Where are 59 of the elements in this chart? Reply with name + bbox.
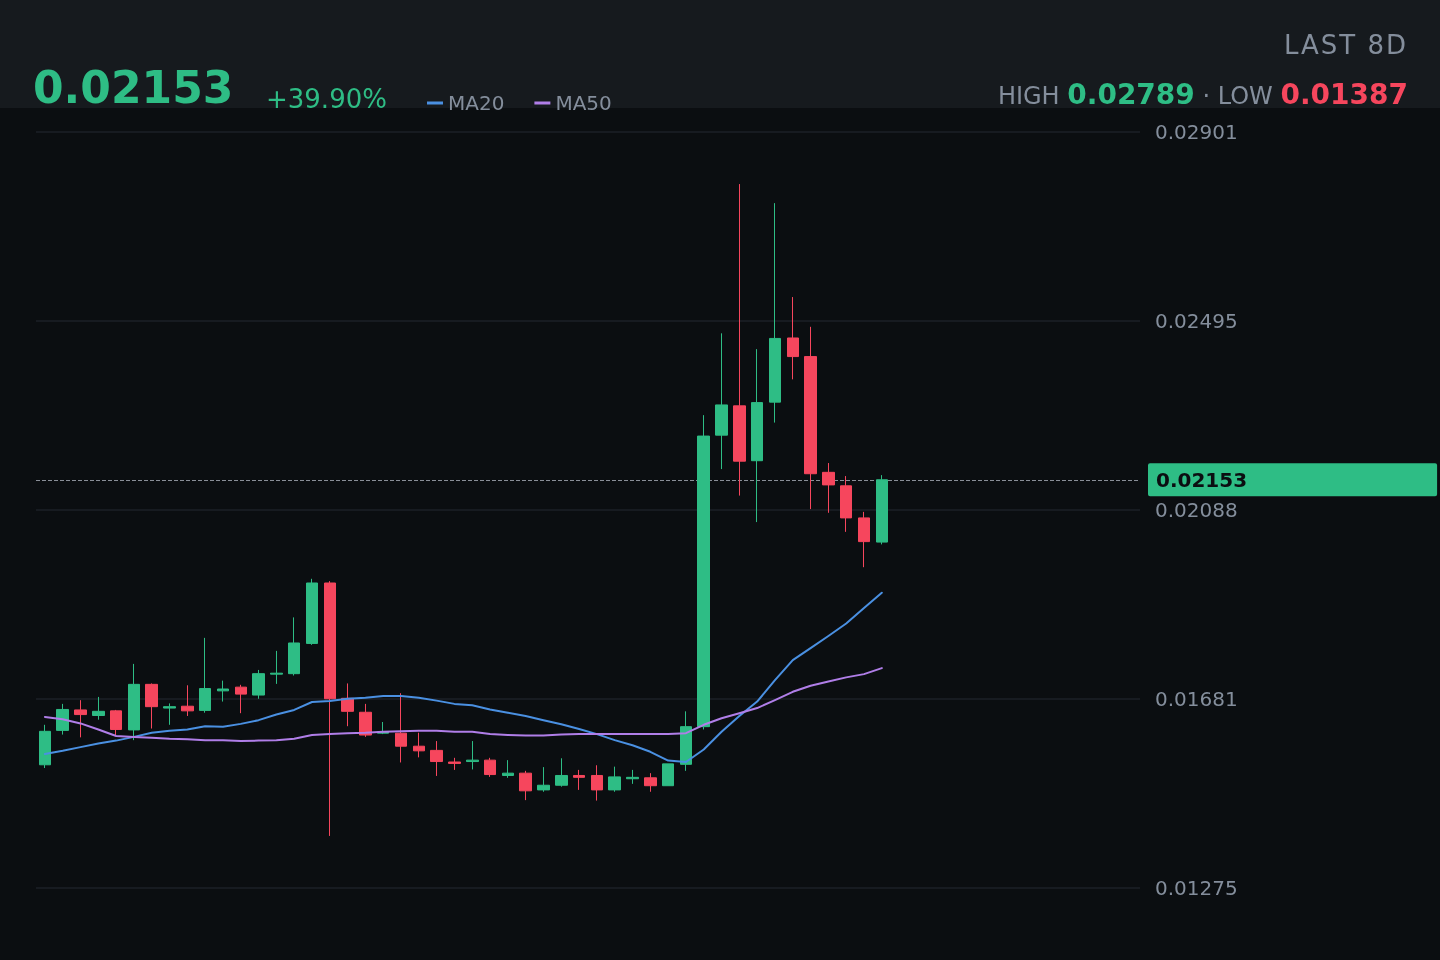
candlestick — [751, 348, 763, 523]
candlestick — [697, 414, 710, 730]
candlestick — [181, 684, 194, 717]
candlestick — [145, 682, 158, 730]
candlestick — [555, 757, 568, 788]
candlestick — [217, 680, 229, 703]
candlestick — [591, 764, 603, 802]
candlestick — [608, 766, 621, 793]
candlestick — [395, 692, 407, 763]
y-tick-label: 0.01681 — [1155, 687, 1238, 712]
y-tick-label: 0.02901 — [1155, 120, 1238, 144]
candlestick — [39, 724, 51, 769]
candlestick — [787, 296, 799, 380]
candlestick — [502, 759, 514, 779]
text: LAST 8D — [1283, 30, 1408, 60]
candlestick — [199, 637, 211, 714]
candlestick — [519, 770, 532, 801]
text: HIGH 0.02789 · LOW 0.01387 — [997, 78, 1408, 111]
candlestick — [662, 763, 674, 787]
line-series — [43, 667, 883, 743]
candlestick — [626, 769, 639, 785]
candlestick — [822, 462, 835, 514]
candlestick — [858, 511, 870, 568]
candlestick — [306, 578, 318, 646]
candlestick — [484, 757, 496, 778]
legend-label: MA50 — [555, 91, 612, 115]
line-series — [43, 591, 883, 763]
candlestick — [252, 669, 265, 700]
candlestick — [110, 709, 122, 736]
candlestick — [733, 183, 746, 497]
candlestick — [537, 766, 550, 793]
candlestick — [288, 616, 300, 677]
candlestick — [92, 696, 105, 721]
candlestick — [430, 740, 443, 777]
candlestick — [163, 702, 176, 726]
candlestick — [876, 474, 888, 545]
candlestick — [840, 475, 852, 533]
candlestick — [235, 684, 247, 714]
candlestick — [128, 663, 140, 741]
candlestick — [56, 703, 69, 736]
candlestick — [413, 732, 425, 758]
candlestick — [270, 650, 283, 685]
legend-label: MA20 — [448, 91, 505, 115]
y-tick-label: 0.02088 — [1155, 498, 1238, 522]
candlestick — [466, 740, 479, 770]
candlestick — [769, 202, 781, 424]
text: +39.90% — [266, 84, 387, 114]
ref-line-label: 0.02153 — [1156, 467, 1248, 492]
candlestick — [573, 769, 585, 791]
candlestick — [804, 326, 817, 510]
candlestick — [644, 772, 657, 793]
candlestick — [448, 757, 461, 771]
y-tick-label: 0.02495 — [1155, 308, 1238, 333]
candlestick — [74, 699, 87, 738]
candlestick — [324, 580, 336, 837]
candlestick — [715, 332, 728, 470]
candlestick — [359, 703, 372, 738]
y-tick-label: 0.01275 — [1155, 876, 1238, 900]
text: 0.02153 — [33, 62, 234, 113]
